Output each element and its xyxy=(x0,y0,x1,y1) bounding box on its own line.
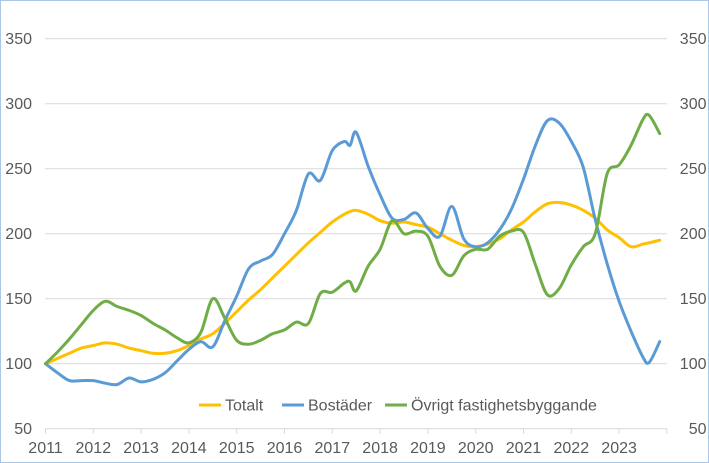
y-tick-label-right-100: 100 xyxy=(680,356,707,373)
y-tick-label-right-150: 150 xyxy=(680,291,707,308)
x-tick-label-2016: 2016 xyxy=(267,440,303,457)
gridlines xyxy=(45,38,667,430)
y-tick-label-left-250: 250 xyxy=(5,161,32,178)
y-tick-label-left-50: 50 xyxy=(14,421,32,438)
y-axis-labels-left: 50 100 150 200 250 300 350 xyxy=(5,31,32,438)
x-tick-label-2018: 2018 xyxy=(362,440,398,457)
x-axis-labels: 2011 2012 2013 2014 2015 2016 2017 2018 2019 2020… xyxy=(28,440,637,457)
y-tick-label-left-100: 100 xyxy=(5,356,32,373)
series-line--vrigt-fastighetsbyggande xyxy=(44,112,662,366)
x-tick-label-2020: 2020 xyxy=(458,440,494,457)
x-tick-label-2023: 2023 xyxy=(601,440,637,457)
y-tick-label-left-350: 350 xyxy=(5,31,32,48)
x-tick-label-2013: 2013 xyxy=(123,440,159,457)
x-axis xyxy=(45,428,668,434)
x-tick-label-2021: 2021 xyxy=(506,440,542,457)
y-tick-label-right-50: 50 xyxy=(689,421,707,438)
legend: Totalt Bostäder Övrigt fastighetsbyggande xyxy=(199,397,597,415)
y-tick-label-right-200: 200 xyxy=(680,226,707,243)
series-line-bost-der xyxy=(44,117,662,387)
legend-item-totalt: Totalt xyxy=(199,398,264,415)
legend-label-bost-der: Bostäder xyxy=(308,398,373,415)
legend-label--vrigt-fastighetsbyggande: Övrigt fastighetsbyggande xyxy=(411,397,597,415)
x-tick-label-2012: 2012 xyxy=(76,440,112,457)
legend-item-bost-der: Bostäder xyxy=(282,398,373,415)
legend-item--vrigt-fastighetsbyggande: Övrigt fastighetsbyggande xyxy=(385,397,597,415)
x-tick-label-2014: 2014 xyxy=(171,440,207,457)
x-tick-label-2015: 2015 xyxy=(219,440,255,457)
x-tick-label-2022: 2022 xyxy=(554,440,590,457)
x-tick-label-2017: 2017 xyxy=(315,440,351,457)
legend-label-totalt: Totalt xyxy=(225,398,264,415)
x-tick-label-2019: 2019 xyxy=(410,440,446,457)
series-line-totalt xyxy=(44,200,662,366)
series-lines xyxy=(44,112,662,387)
y-tick-label-left-300: 300 xyxy=(5,96,32,113)
y-tick-label-right-300: 300 xyxy=(680,96,707,113)
y-axis-labels-right: 50 100 150 200 250 300 350 xyxy=(680,31,707,438)
y-tick-label-right-250: 250 xyxy=(680,161,707,178)
x-tick-label-2011: 2011 xyxy=(28,440,63,457)
y-tick-label-left-150: 150 xyxy=(5,291,32,308)
y-tick-label-right-350: 350 xyxy=(680,31,707,48)
y-tick-label-left-200: 200 xyxy=(5,226,32,243)
